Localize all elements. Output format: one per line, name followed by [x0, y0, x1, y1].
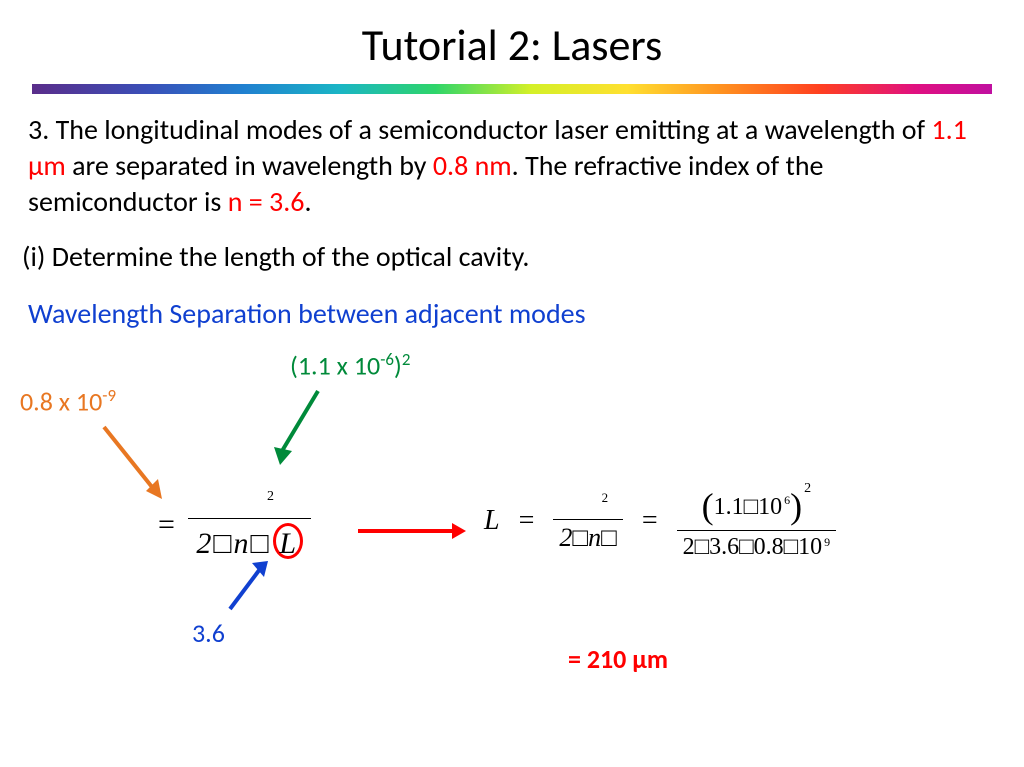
- ann-green-exp1: -6: [380, 349, 394, 370]
- eq2-frac2: (1.1□106)2 2□3.6□0.8□109: [677, 481, 837, 561]
- ann-green-pre: (1.1 x 10: [290, 350, 380, 382]
- eq1-op2: □: [251, 527, 269, 560]
- eq1-equals: =: [158, 508, 175, 542]
- eq2-frac1-den-2: 2: [559, 523, 572, 552]
- problem-text-4: .: [304, 184, 311, 219]
- eq2-den-text: 2□3.6□0.8□10: [683, 534, 823, 560]
- eq1-den-L-circled: L: [273, 523, 303, 559]
- eq2-frac2-den: 2□3.6□0.8□109: [677, 530, 837, 561]
- eq2-num-outexp: 2: [804, 481, 811, 496]
- sub-question: (i) Determine the length of the optical …: [22, 239, 996, 274]
- orange-arrow-icon: [98, 421, 168, 505]
- equation-area: (1.1 x 10-6)2 0.8 x 10-9 3.6 = 2 2□n□L L: [28, 349, 996, 689]
- annotation-blue: 3.6: [192, 617, 225, 649]
- eq1-numerator: 2: [188, 489, 310, 518]
- eq2-num-ten: 10: [758, 494, 782, 520]
- eq1-den-n: n: [234, 527, 249, 560]
- eq2-L: L: [484, 505, 500, 537]
- result-value: = 210 µm: [568, 643, 668, 675]
- ann-green-exp2: 2: [402, 349, 411, 370]
- separation-value: 0.8 nm: [433, 148, 512, 183]
- problem-text-2: are separated in wavelength by: [66, 148, 433, 183]
- annotation-green: (1.1 x 10-6)2: [290, 349, 410, 382]
- page-title: Tutorial 2: Lasers: [0, 0, 1024, 84]
- blue-arrow-icon: [222, 557, 272, 617]
- eq2-frac1-den: 2□n□: [553, 519, 622, 553]
- ann-green-post: ): [394, 350, 402, 382]
- eq1-denominator: 2□n□L: [188, 518, 310, 561]
- eq2-num-base: 1.1: [714, 494, 744, 520]
- subheading: Wavelength Separation between adjacent m…: [28, 296, 996, 331]
- eq1-op1: □: [213, 527, 231, 560]
- eq2-frac1-den-n: n: [588, 523, 601, 552]
- eq2-frac1: 2 2□n□: [553, 490, 622, 553]
- eq2-den-exp: 9: [824, 535, 830, 549]
- eq1-fraction: 2 2□n□L: [188, 489, 310, 561]
- ann-orange-text: 0.8 x 10: [20, 386, 102, 418]
- eq2-equals-2: =: [642, 505, 658, 537]
- refractive-index-value: n = 3.6: [228, 184, 305, 219]
- annotation-orange: 0.8 x 10-9: [20, 385, 116, 418]
- eq2-equals-1: =: [519, 505, 535, 537]
- equation-2: L = 2 2□n□ = (1.1□106)2 2□3.6□0.8□109: [478, 481, 842, 561]
- eq2-frac2-num: (1.1□106)2: [677, 481, 837, 530]
- red-arrow-icon: [356, 519, 466, 543]
- equation-1: = 2 2□n□L: [158, 489, 311, 561]
- rainbow-divider: [32, 84, 992, 94]
- problem-statement: 3. The longitudinal modes of a semicondu…: [28, 112, 996, 219]
- content-area: 3. The longitudinal modes of a semicondu…: [0, 112, 1024, 689]
- problem-text-1: 3. The longitudinal modes of a semicondu…: [28, 112, 931, 147]
- eq1-num-exp: 2: [267, 489, 274, 504]
- eq2-frac1-num: 2: [553, 490, 622, 519]
- eq1-den-2: 2: [196, 527, 211, 560]
- ann-orange-exp: -9: [102, 385, 116, 406]
- green-arrow-icon: [270, 385, 330, 469]
- eq2-frac1-exp: 2: [602, 490, 609, 505]
